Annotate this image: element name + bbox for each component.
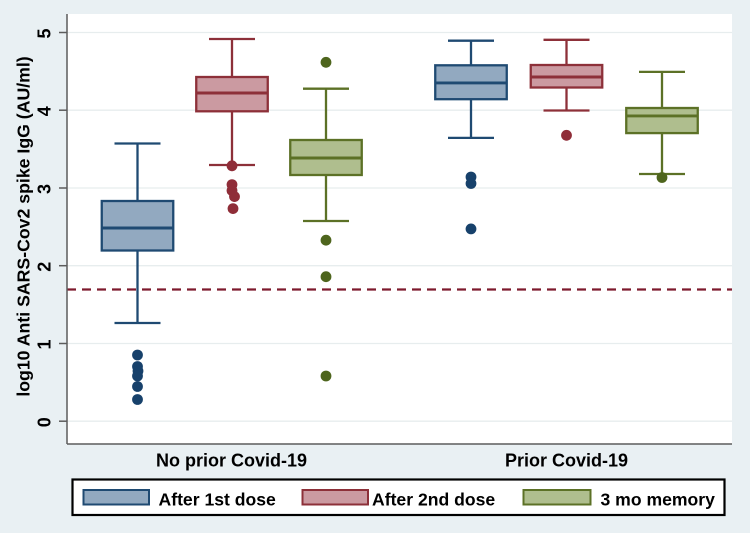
svg-text:log10 Anti SARS-Cov2 spike IgG: log10 Anti SARS-Cov2 spike IgG (AU/ml) bbox=[13, 56, 33, 396]
svg-text:1: 1 bbox=[35, 339, 55, 349]
svg-text:After 1st dose: After 1st dose bbox=[159, 490, 277, 510]
svg-text:3: 3 bbox=[35, 184, 55, 194]
svg-text:Prior Covid-19: Prior Covid-19 bbox=[505, 451, 628, 471]
svg-text:5: 5 bbox=[35, 28, 55, 38]
svg-text:0: 0 bbox=[35, 417, 55, 427]
svg-text:3 mo memory: 3 mo memory bbox=[601, 490, 716, 510]
svg-text:2: 2 bbox=[35, 262, 55, 272]
svg-text:4: 4 bbox=[35, 106, 55, 116]
svg-text:No prior Covid-19: No prior Covid-19 bbox=[156, 451, 307, 471]
svg-text:After 2nd dose: After 2nd dose bbox=[372, 490, 495, 510]
